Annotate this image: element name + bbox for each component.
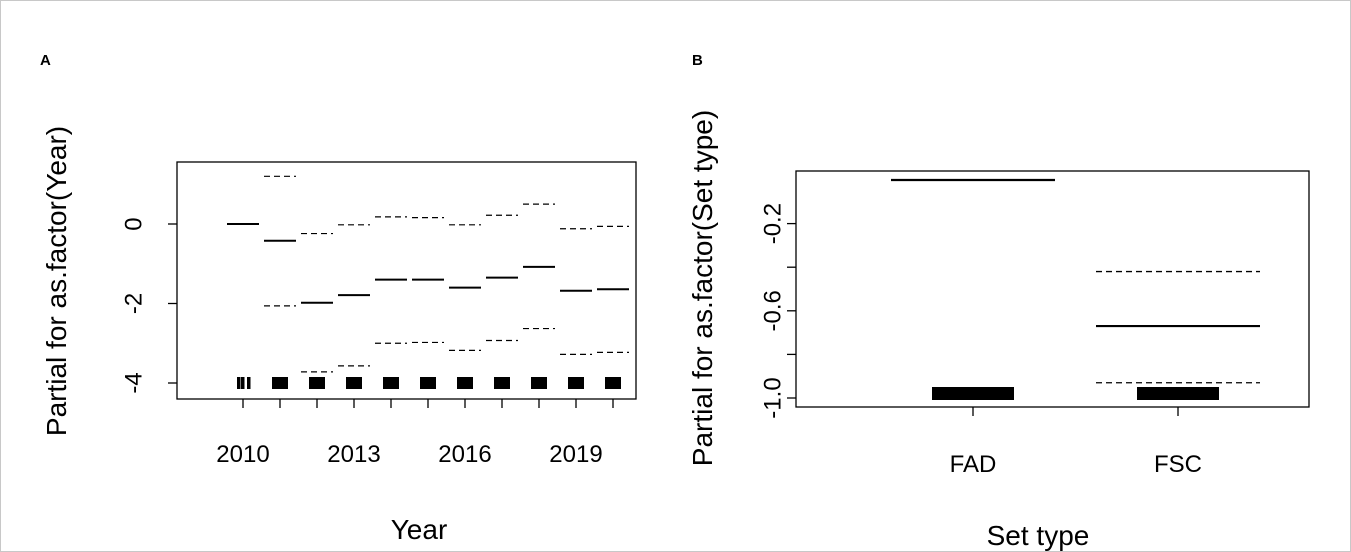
panel-a-rug-mark xyxy=(272,377,288,389)
panel-b-x-tick-label: FAD xyxy=(950,451,997,478)
panel-a-x-tick-label: 2016 xyxy=(438,441,491,468)
panel-b-rug-mark xyxy=(932,387,1014,400)
panel-b-y-tick-label: -0.6 xyxy=(759,290,786,331)
panel-a-rug-mark xyxy=(346,377,362,389)
panel-letter-b: B xyxy=(692,52,703,69)
panel-b-x-tick-label: FSC xyxy=(1154,451,1202,478)
panel-letter-a: A xyxy=(40,52,51,69)
panel-a-rug-mark xyxy=(494,377,510,389)
panel-a-rug-mark xyxy=(605,377,621,389)
panel-a-rug-mark xyxy=(531,377,547,389)
panel-a-x-tick-label: 2013 xyxy=(327,441,380,468)
panel-b-y-axis-label: Partial for as.factor(Set type) xyxy=(687,110,718,466)
panel-a-rug-mark xyxy=(247,377,251,389)
panel-a-rug-mark xyxy=(420,377,436,389)
panel-a-x-tick-label: 2019 xyxy=(549,441,602,468)
panel-a-rug-mark xyxy=(457,377,473,389)
panel-b-y-tick-label: -0.2 xyxy=(759,203,786,244)
panel-a-y-tick-label: 0 xyxy=(120,217,147,230)
panel-a-rug-mark xyxy=(383,377,399,389)
panel-b-plot-box xyxy=(795,170,1310,408)
panel-a-rug-mark xyxy=(237,377,241,389)
panel-a-x-tick-label: 2010 xyxy=(216,441,269,468)
panel-a-y-tick-label: -2 xyxy=(120,293,147,314)
panel-a-rug-mark xyxy=(241,377,245,389)
panel-a-y-axis-label: Partial for as.factor(Year) xyxy=(41,126,72,436)
panel-b-x-axis-label: Set type xyxy=(987,520,1090,551)
panel-a-y-tick-label: -4 xyxy=(120,372,147,393)
panel-b-y-tick-label: -1.0 xyxy=(759,377,786,418)
panel-a-rug-mark xyxy=(309,377,325,389)
panel-a-plot-box xyxy=(176,161,637,400)
panel-b-rug-mark xyxy=(1137,387,1219,400)
panel-a-x-axis-label: Year xyxy=(391,514,448,545)
panel-a-rug-mark xyxy=(568,377,584,389)
